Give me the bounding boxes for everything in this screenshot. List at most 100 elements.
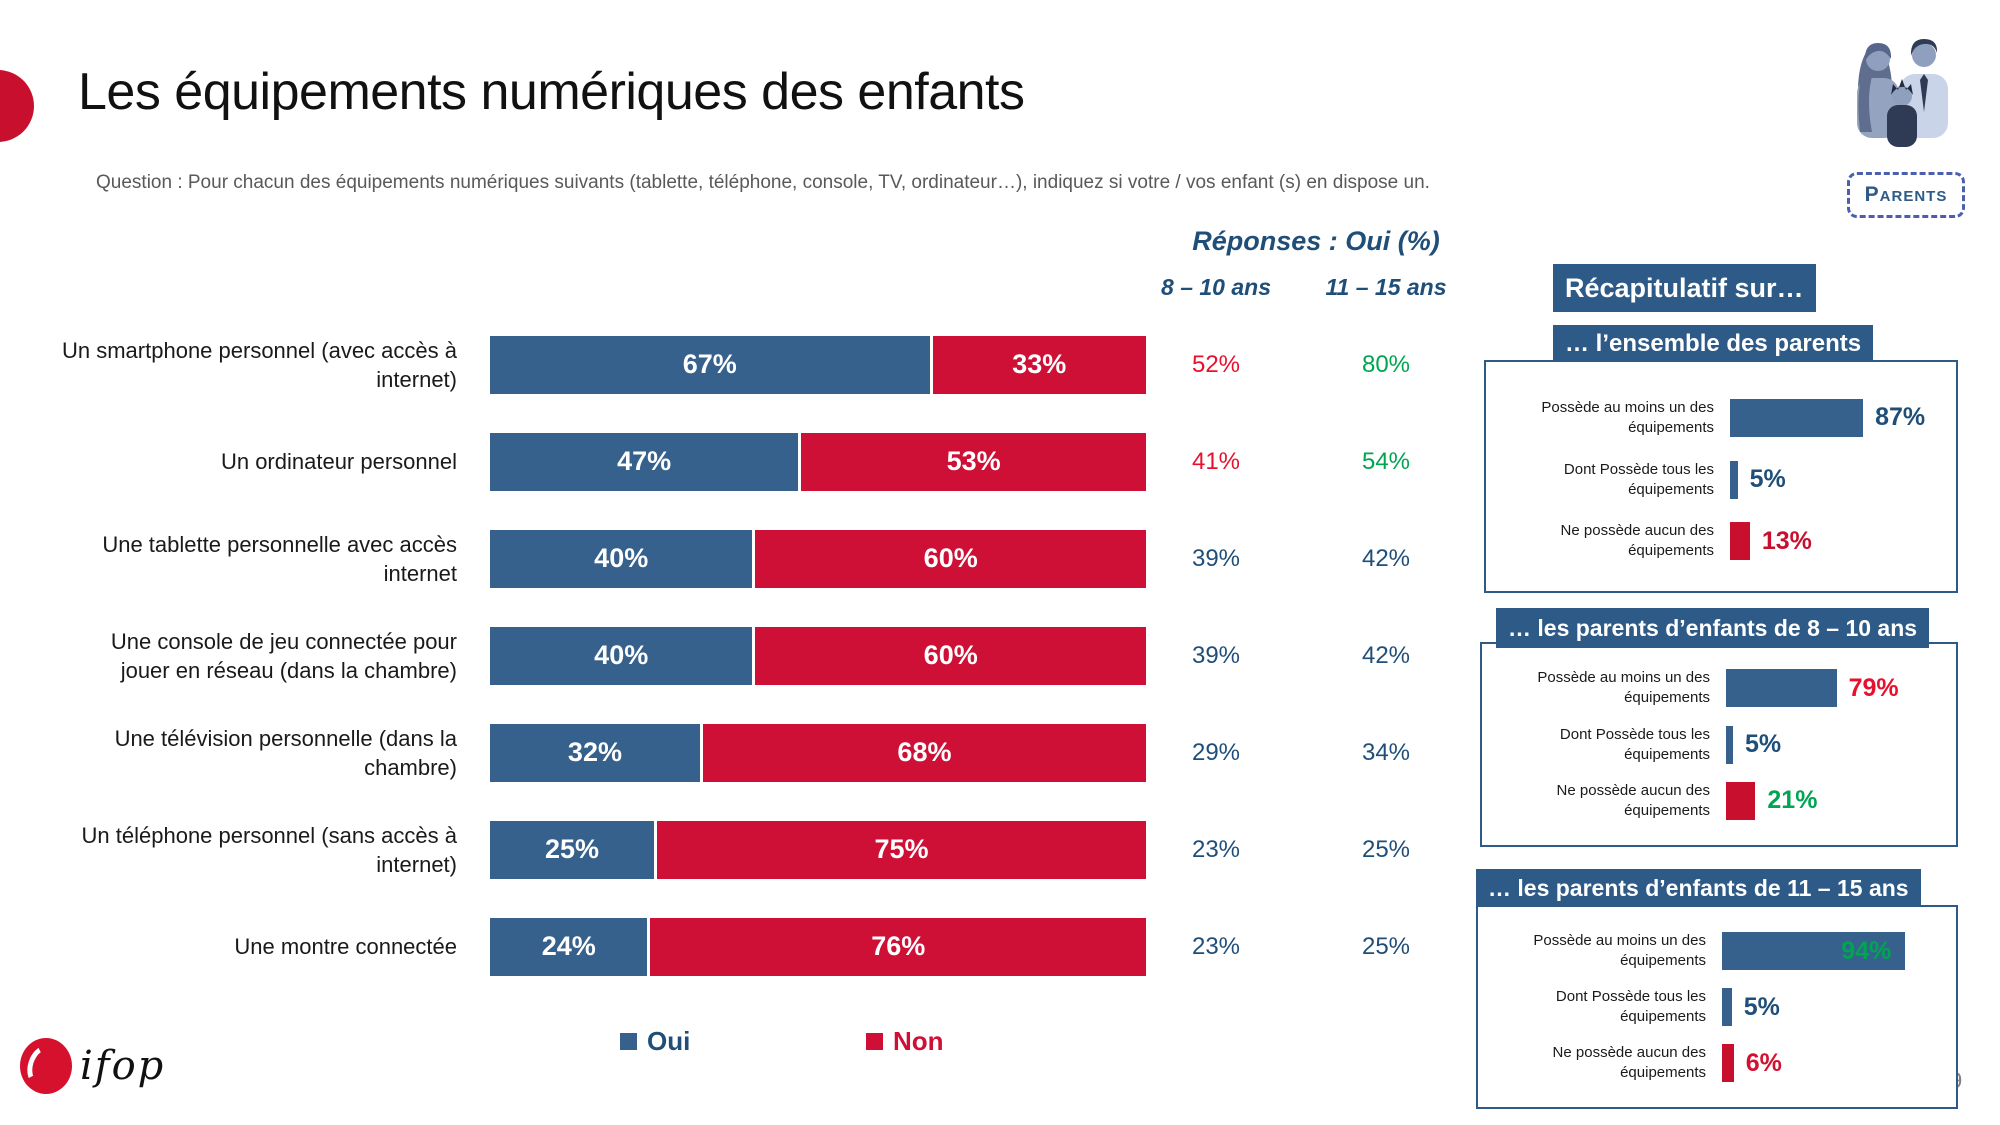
bar-row: 25% 75% [490, 801, 1146, 898]
oui-bar-segment: 32% [490, 723, 700, 782]
question-text: Question : Pour chacun des équipements n… [96, 172, 1430, 193]
bar-row: 67% 33% [490, 316, 1146, 413]
legend-item-oui: Oui [620, 1026, 690, 1057]
recap-row: Ne possède aucun des équipements 13% [1490, 521, 1950, 561]
recap-value: 87% [1875, 403, 1926, 432]
recap-header-all-parents: … l’ensemble des parents [1553, 325, 1874, 363]
oui-bar-value: 24% [541, 931, 596, 961]
non-bar-value: 75% [874, 834, 929, 864]
row-label: Un smartphone personnel (avec accès à in… [62, 337, 457, 392]
recap-bar [1726, 669, 1837, 708]
non-bar-value: 68% [897, 737, 952, 767]
recap-header-11-15-ans: … les parents d’enfants de 11 – 15 ans [1476, 869, 1921, 907]
recap-row: Dont Possède tous les équipements 5% [1482, 987, 1950, 1027]
recap-row: Possède au moins un des équipements 94% [1482, 931, 1950, 971]
stacked-bar: 67% 33% [490, 335, 1146, 394]
bar-row: 47% 53% [490, 413, 1146, 510]
stacked-bar: 40% 60% [490, 626, 1146, 685]
legend-label-oui: Oui [647, 1026, 691, 1056]
recap-box-11-15-ans: Possède au moins un des équipements 94% … [1476, 905, 1958, 1109]
value-8-10-ans: 41% [1191, 447, 1241, 475]
non-bar-segment: 53% [801, 432, 1146, 491]
recap-row-label: Ne possède aucun des équipements [1556, 781, 1710, 819]
recap-row: Possède au moins un des équipements 87% [1490, 398, 1950, 438]
non-bar-value: 33% [1012, 349, 1067, 379]
recap-row-label: Possède au moins un des équipements [1537, 669, 1710, 707]
row-label: Une télévision personnelle (dans la cham… [114, 725, 457, 780]
non-bar-value: 60% [923, 640, 978, 670]
recap-value: 5% [1745, 730, 1782, 758]
recap-row-label: Possède au moins un des équipements [1541, 398, 1714, 436]
legend-item-non: Non [866, 1026, 944, 1057]
non-bar-segment: 60% [755, 626, 1146, 685]
non-bar-value: 76% [871, 931, 926, 961]
non-bar-segment: 75% [657, 820, 1146, 879]
value-8-10-ans: 39% [1191, 544, 1241, 572]
oui-bar-value: 32% [567, 737, 622, 767]
recap-row: Dont Possède tous les équipements 5% [1486, 725, 1950, 765]
recap-value: 13% [1761, 526, 1812, 555]
oui-bar-value: 40% [594, 640, 649, 670]
value-11-15-ans: 25% [1361, 932, 1411, 960]
non-legend-swatch-icon [866, 1033, 883, 1050]
row-label: Un ordinateur personnel [220, 449, 457, 474]
recap-row-label: Ne possède aucun des équipements [1560, 522, 1714, 560]
value-11-15-ans: 34% [1361, 738, 1411, 766]
recap-row-label: Dont Possède tous les équipements [1563, 460, 1714, 498]
row-label: Une tablette personnelle avec accès inte… [102, 531, 457, 586]
non-bar-value: 60% [923, 543, 978, 573]
recap-row-label: Ne possède aucun des équipements [1552, 1044, 1706, 1081]
recap-box-all-parents: Possède au moins un des équipements 87% … [1484, 360, 1958, 593]
oui-bar-segment: 40% [490, 529, 753, 588]
value-11-15-ans: 80% [1361, 350, 1411, 378]
stacked-bar: 24% 76% [490, 917, 1146, 976]
stacked-bar: 25% 75% [490, 820, 1146, 879]
value-8-10-ans: 39% [1191, 641, 1241, 669]
bar-row: 40% 60% [490, 607, 1146, 704]
responses-title: Réponses : Oui (%) [1192, 226, 1440, 256]
column-header-11-15-ans: 11 – 15 ans [1325, 274, 1447, 300]
recap-value: 21% [1767, 786, 1818, 815]
recap-row: Possède au moins un des équipements 79% [1486, 668, 1950, 708]
value-11-15-ans: 54% [1361, 447, 1411, 475]
oui-bar-value: 25% [544, 834, 600, 864]
recap-title: Récapitulatif sur… [1553, 264, 1816, 312]
recap-bar [1730, 460, 1738, 499]
recap-header-8-10-ans: … les parents d’enfants de 8 – 10 ans [1496, 608, 1930, 648]
accent-circle-decoration [0, 70, 34, 142]
oui-bar-segment: 25% [490, 820, 654, 879]
oui-bar-value: 67% [682, 349, 737, 379]
non-bar-segment: 60% [755, 529, 1146, 588]
oui-bar-value: 47% [617, 446, 672, 476]
recap-row-label: Dont Possède tous les équipements [1555, 988, 1706, 1025]
value-8-10-ans: 23% [1191, 932, 1241, 960]
recap-row: Ne possède aucun des équipements 6% [1482, 1043, 1950, 1083]
recap-value: 5% [1749, 465, 1786, 493]
recap-row-label: Dont Possède tous les équipements [1559, 725, 1710, 763]
row-label: Une montre connectée [234, 934, 457, 959]
bar-row: 32% 68% [490, 704, 1146, 801]
oui-bar-segment: 67% [490, 335, 930, 394]
ifop-logo-icon [20, 1038, 72, 1094]
column-header-8-10-ans: 8 – 10 ans [1161, 274, 1271, 300]
page-title: Les équipements numériques des enfants [78, 63, 1025, 121]
stacked-bar: 47% 53% [490, 432, 1146, 491]
row-label: Un téléphone personnel (sans accès à int… [81, 822, 457, 877]
recap-row: Dont Possède tous les équipements 5% [1490, 460, 1950, 500]
non-bar-segment: 76% [650, 917, 1146, 976]
recap-row: Ne possède aucun des équipements 21% [1486, 781, 1950, 821]
bar-row: 40% 60% [490, 510, 1146, 607]
legend-label-non: Non [893, 1026, 944, 1056]
value-8-10-ans: 52% [1191, 350, 1241, 378]
non-bar-segment: 68% [702, 723, 1146, 782]
recap-box-8-10-ans: Possède au moins un des équipements 79% … [1480, 642, 1958, 847]
oui-bar-segment: 47% [490, 432, 799, 491]
stacked-bar: 40% 60% [490, 529, 1146, 588]
oui-bar-segment: 24% [490, 917, 648, 976]
bar-row: 24% 76% [490, 898, 1146, 995]
recap-value: 94% [1841, 936, 1892, 965]
value-8-10-ans: 23% [1191, 835, 1241, 863]
recap-value: 79% [1848, 673, 1899, 702]
recap-bar [1726, 781, 1756, 820]
